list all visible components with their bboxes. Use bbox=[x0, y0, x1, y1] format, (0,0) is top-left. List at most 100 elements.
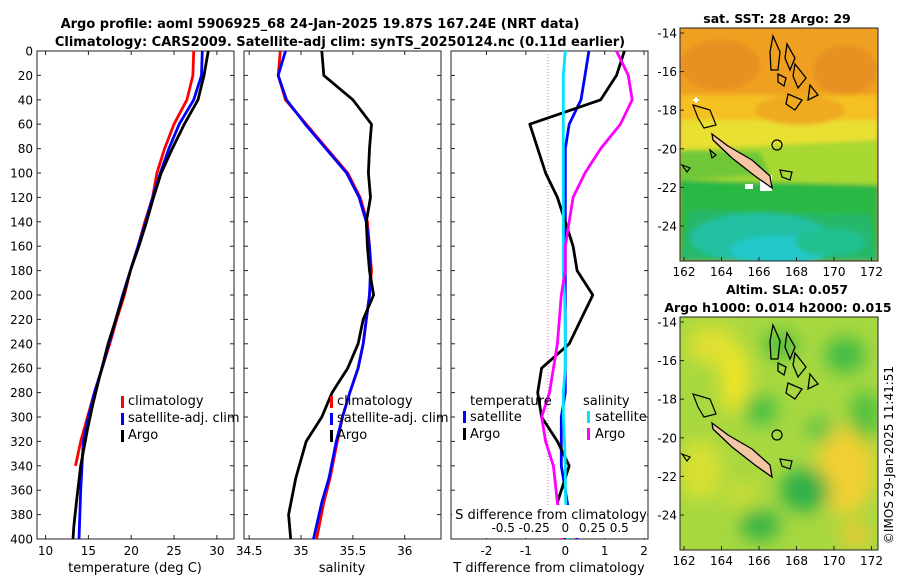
x-tick-label: 35 bbox=[293, 544, 308, 558]
figure-title-line2: Climatology: CARS2009. Satellite-adj cli… bbox=[55, 35, 625, 50]
s-tick-label: 0 bbox=[561, 521, 569, 535]
salinity-xlabel: salinity bbox=[319, 561, 366, 576]
map-y-tick-label: -16 bbox=[657, 65, 677, 79]
x-tick-label: 34.5 bbox=[236, 544, 263, 558]
s-tick-label: -0.5 bbox=[491, 521, 514, 535]
legend-satellite-swatch bbox=[330, 413, 333, 425]
legend-argo-label: Argo bbox=[128, 428, 158, 443]
series-line-salinity-argo bbox=[540, 50, 634, 540]
map-x-tick-label: 162 bbox=[673, 554, 696, 568]
map-y-tick-label: -18 bbox=[657, 393, 677, 407]
y-tick-label: 300 bbox=[10, 411, 33, 425]
x-tick-label: 25 bbox=[166, 544, 181, 558]
sla-map: Altim. SLA: 0.057 Argo h1000: 0.014 h200… bbox=[657, 282, 891, 568]
s-tick-label: 0.5 bbox=[610, 521, 629, 535]
salinity-panel: 34.5 35 35.5 36 salinity climatology satell… bbox=[236, 50, 449, 576]
map-y-tick-label: -22 bbox=[657, 470, 677, 484]
map-x-tick-label: 162 bbox=[673, 265, 696, 279]
y-tick-label: 280 bbox=[10, 386, 33, 400]
x-tick-label: 10 bbox=[38, 544, 53, 558]
salinity-lines bbox=[276, 50, 376, 540]
y-tick-label: 380 bbox=[10, 508, 33, 522]
temperature-lines bbox=[71, 50, 210, 540]
vanuatu-outline bbox=[769, 33, 820, 111]
loyalty-islands-outline bbox=[680, 104, 793, 181]
series-line-argo bbox=[287, 50, 376, 540]
y-tick-label: 0 bbox=[25, 45, 33, 59]
argo-location-marker bbox=[771, 429, 783, 441]
loyalty-islands-outline bbox=[680, 393, 793, 470]
map-x-tick-label: 170 bbox=[823, 265, 846, 279]
x-tick-label: 1 bbox=[601, 544, 609, 558]
legend-satellite-label: satellite-adj. clim bbox=[128, 411, 240, 426]
s-difference-ticks: -0.5 -0.25 0 0.25 0.5 bbox=[491, 521, 628, 535]
difference-lines bbox=[528, 50, 634, 540]
map-y-tick-label: -16 bbox=[657, 354, 677, 368]
legend-t-argo-label: Argo bbox=[470, 427, 500, 442]
salinity-x-ticks: 34.5 35 35.5 36 bbox=[236, 51, 412, 558]
y-tick-label: 160 bbox=[10, 240, 33, 254]
imos-timestamp: ©IMOS 29-Jan-2025 11:41:51 bbox=[882, 366, 896, 544]
y-tick-label: 20 bbox=[18, 69, 33, 83]
map-x-tick-label: 172 bbox=[860, 265, 883, 279]
map-x-tick-label: 166 bbox=[748, 554, 771, 568]
map-x-tick-label: 164 bbox=[710, 554, 733, 568]
argo-location-marker bbox=[771, 139, 783, 151]
difference-y-ticks bbox=[451, 50, 648, 540]
series-line-satellite-adj-clim bbox=[276, 50, 372, 540]
map-y-tick-label: -20 bbox=[657, 142, 677, 156]
x-tick-label: -1 bbox=[520, 544, 532, 558]
legend-climatology-label: climatology bbox=[128, 394, 204, 409]
legend-s-satellite-swatch bbox=[587, 411, 590, 423]
x-tick-label: 0 bbox=[561, 544, 569, 558]
legend-climatology-swatch bbox=[330, 396, 333, 408]
x-tick-label: 30 bbox=[209, 544, 224, 558]
y-tick-label: 400 bbox=[10, 533, 33, 547]
y-tick-label: 40 bbox=[18, 93, 33, 107]
s-difference-label: S difference from climatology bbox=[455, 508, 647, 523]
legend-s-argo-label: Argo bbox=[595, 427, 625, 442]
sst-map-frame bbox=[679, 27, 879, 262]
y-tick-label: 200 bbox=[10, 289, 33, 303]
y-tick-label: 220 bbox=[10, 313, 33, 327]
map-x-tick-label: 164 bbox=[710, 265, 733, 279]
x-tick-label: -2 bbox=[480, 544, 492, 558]
legend-argo-swatch bbox=[330, 430, 333, 442]
y-tick-label: 340 bbox=[10, 459, 33, 473]
temperature-y-ticks: 0 20 40 60 80 100 120 140 160 180 200 220 240 260 280 3… bbox=[10, 45, 234, 547]
s-difference-label-box bbox=[452, 505, 647, 538]
map-y-tick-label: -24 bbox=[657, 509, 677, 523]
temperature-legend: climatology satellite-adj. clim Argo bbox=[121, 394, 240, 443]
white-cross-marker bbox=[693, 97, 699, 103]
y-tick-label: 100 bbox=[10, 167, 33, 181]
series-line-salinity-satellite bbox=[561, 50, 569, 540]
sst-map: sat. SST: 28 Argo: 29 bbox=[657, 11, 883, 279]
map-y-tick-label: -22 bbox=[657, 181, 677, 195]
y-tick-label: 140 bbox=[10, 215, 33, 229]
series-line-temperature-argo bbox=[528, 50, 626, 540]
difference-panel: -2 -1 0 1 2 S difference from climatology -0… bbox=[450, 50, 649, 576]
sla-map-ticks: 162 164 166 168 170 172 -14 -16 -18 -20 -22 -24 bbox=[657, 316, 883, 569]
y-tick-label: 260 bbox=[10, 362, 33, 376]
map-y-tick-label: -20 bbox=[657, 431, 677, 445]
map-y-tick-label: -24 bbox=[657, 220, 677, 234]
legend-s-satellite-label: satellite bbox=[595, 410, 647, 425]
map-x-tick-label: 170 bbox=[823, 554, 846, 568]
x-tick-label: 36 bbox=[397, 544, 412, 558]
map-x-tick-label: 168 bbox=[785, 265, 808, 279]
legend-argo-swatch bbox=[121, 430, 124, 442]
figure-title-line1: Argo profile: aoml 5906925_68 24-Jan-202… bbox=[61, 17, 580, 32]
s-tick-label: -0.25 bbox=[519, 521, 550, 535]
sla-map-title-line1: Altim. SLA: 0.057 bbox=[726, 282, 848, 297]
temperature-xlabel: temperature (deg C) bbox=[68, 561, 202, 576]
temperature-axes-frame bbox=[36, 50, 235, 540]
salinity-axes-frame bbox=[243, 50, 442, 540]
new-caledonia-outline bbox=[711, 421, 773, 479]
legend-t-argo-swatch bbox=[463, 428, 466, 440]
y-tick-label: 120 bbox=[10, 191, 33, 205]
y-tick-label: 180 bbox=[10, 264, 33, 278]
y-tick-label: 360 bbox=[10, 484, 33, 498]
t-difference-xlabel: T difference from climatology bbox=[452, 561, 645, 576]
map-x-tick-label: 168 bbox=[785, 554, 808, 568]
sla-map-field bbox=[680, 317, 878, 550]
